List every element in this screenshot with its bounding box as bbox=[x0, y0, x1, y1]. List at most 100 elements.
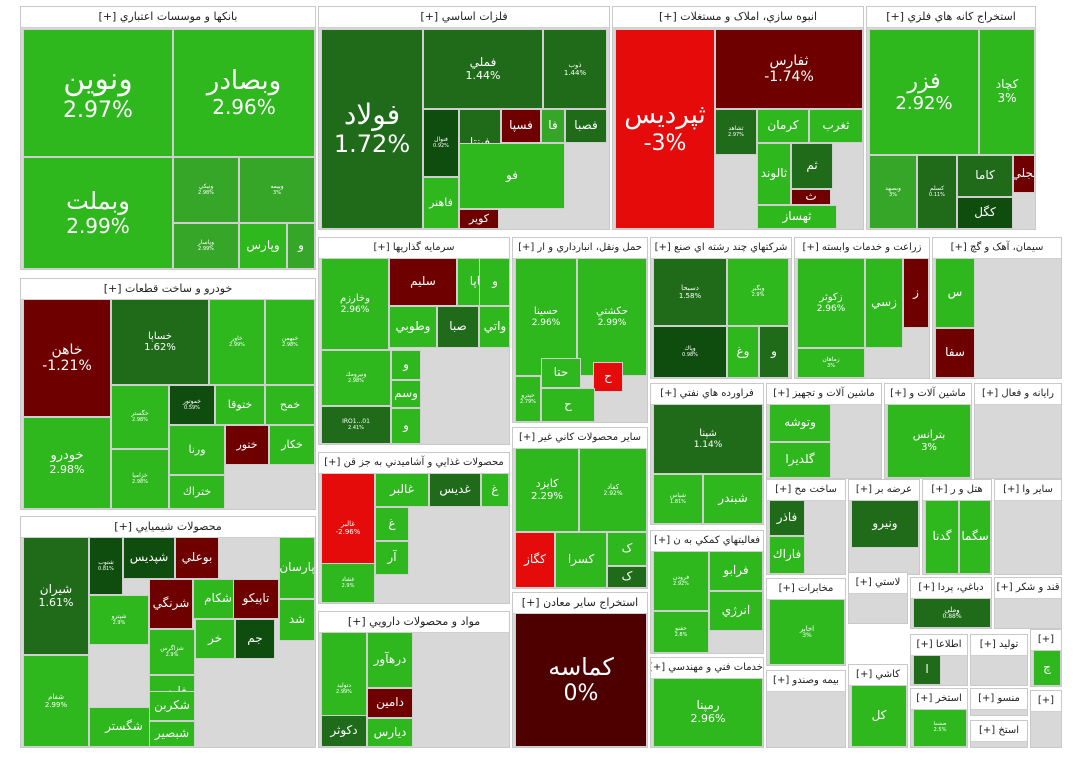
treemap-tile[interactable]: و bbox=[391, 408, 421, 444]
treemap-tile[interactable]: ثهساز bbox=[757, 205, 837, 229]
treemap-tile[interactable]: ثفارس -1.74% bbox=[715, 29, 863, 109]
sector-title[interactable]: بيمه وصندو [+] bbox=[767, 671, 845, 692]
sector-6[interactable]: حمل ونقل، انبارداري و ار [+] حسينا 2.96% حک… bbox=[512, 237, 648, 423]
treemap-tile[interactable]: دسبحا 1.58% bbox=[653, 258, 727, 326]
treemap-tile[interactable]: غالبر bbox=[375, 473, 429, 507]
treemap-tile[interactable]: فاراك bbox=[769, 536, 805, 574]
treemap-tile[interactable]: کرمان bbox=[757, 109, 809, 143]
sector-title[interactable]: استخ [+] bbox=[971, 721, 1027, 742]
sector-14[interactable]: ساير محصولات کاني غير [+] کايزد 2.29% کفاد 2… bbox=[512, 427, 648, 589]
treemap-tile[interactable]: شپاس 1.81% bbox=[653, 474, 703, 524]
sector-title[interactable]: فراورده هاي نفتي [+] bbox=[651, 384, 763, 405]
sector-4[interactable]: خودرو و ساخت قطعات [+] خاهن -1.21% خودرو 2.9… bbox=[20, 278, 316, 510]
sector-title[interactable]: لاستي [+] bbox=[849, 573, 907, 594]
sector-title[interactable]: استخراج ساير معادن [+] bbox=[513, 593, 647, 614]
sector-title[interactable]: ماشين آلات و تجهيز [+] bbox=[767, 384, 881, 405]
sector-title[interactable]: مواد و محصولات دارويي [+] bbox=[319, 612, 509, 633]
treemap-tile[interactable]: ونيرومك 2.98% bbox=[321, 350, 391, 406]
sector-title[interactable]: ساخت مح [+] bbox=[767, 480, 845, 501]
treemap-tile[interactable]: ونوين 2.97% bbox=[23, 29, 173, 157]
treemap-tile[interactable]: اخابر 3% bbox=[769, 599, 845, 665]
treemap-tile[interactable]: خموتور 0.59% bbox=[169, 385, 215, 425]
treemap-tile[interactable]: ثالوند bbox=[757, 143, 791, 205]
treemap-tile[interactable]: جم bbox=[235, 619, 275, 659]
treemap-tile[interactable]: غديس bbox=[429, 473, 481, 507]
sector-title[interactable]: زراعت و خدمات وابسته [+] bbox=[795, 238, 929, 259]
treemap-tile[interactable]: شپترو 2.9% bbox=[89, 595, 149, 645]
sector-title[interactable]: [+] bbox=[1031, 691, 1061, 712]
treemap-tile[interactable]: ثم bbox=[791, 143, 833, 189]
treemap-tile[interactable]: IRO1...01 2.41% bbox=[321, 406, 391, 444]
treemap-tile[interactable]: و bbox=[479, 258, 509, 306]
treemap-tile[interactable]: س bbox=[935, 258, 975, 328]
treemap-tile[interactable]: ثشاهد 2.97% bbox=[715, 109, 757, 155]
sector-title[interactable]: مخابرات [+] bbox=[767, 579, 845, 600]
sector-title[interactable]: محصولات غذايي و آشاميدني به جز قن [+] bbox=[319, 453, 509, 474]
sector-15[interactable]: ساخت مح [+] فاذر فاراك bbox=[766, 479, 846, 575]
sector-title[interactable]: [+] bbox=[1031, 630, 1061, 651]
sector-title[interactable]: قند و شکر [+] bbox=[995, 578, 1061, 599]
sector-title[interactable]: توليد [+] bbox=[971, 635, 1027, 656]
sector-11[interactable]: ماشين آلات و تجهيز [+] وتوشه گلديرا bbox=[766, 383, 882, 479]
treemap-tile[interactable]: ختور bbox=[225, 425, 269, 465]
treemap-tile[interactable]: ح bbox=[593, 362, 623, 392]
sector-title[interactable]: فعاليتهاي کمکي به ن [+] bbox=[651, 531, 763, 552]
treemap-tile[interactable]: واتي bbox=[479, 306, 509, 348]
treemap-tile[interactable]: کگاز bbox=[515, 532, 555, 588]
sector-12[interactable]: ماشين آلات و [+] بترانس 3% bbox=[884, 383, 972, 479]
treemap-tile[interactable]: فملي 1.44% bbox=[423, 29, 543, 109]
sector-title[interactable]: شرکتهاي چند رشته اي صنع [+] bbox=[651, 238, 791, 259]
sector-10[interactable]: فراورده هاي نفتي [+] شپنا 1.14% شبندر شپاس 1.… bbox=[650, 383, 764, 525]
treemap-tile[interactable]: ختوقا bbox=[215, 385, 265, 425]
treemap-tile[interactable]: کسلم 0.11% bbox=[917, 155, 957, 229]
treemap-tile[interactable]: ا bbox=[913, 655, 941, 685]
treemap-tile[interactable]: خودرو 2.98% bbox=[23, 417, 111, 509]
treemap-tile[interactable]: غشاد 2.9% bbox=[321, 563, 375, 603]
treemap-tile[interactable]: وبملت 2.99% bbox=[23, 157, 173, 269]
treemap-tile[interactable]: وطوبي bbox=[389, 306, 437, 348]
treemap-tile[interactable]: خگستر 2.98% bbox=[111, 385, 169, 449]
sector-37[interactable]: [+] bbox=[1030, 690, 1062, 748]
treemap-tile[interactable]: ورنا bbox=[169, 425, 225, 475]
treemap-tile[interactable]: وبگير 2.9% bbox=[727, 258, 789, 326]
treemap-tile[interactable]: آر bbox=[375, 541, 409, 575]
treemap-tile[interactable]: شگستر bbox=[89, 707, 159, 747]
treemap-tile[interactable]: وتوشه bbox=[769, 404, 831, 442]
sector-title[interactable]: محصولات شيميايي [+] bbox=[21, 517, 315, 538]
treemap-tile[interactable]: کفاد 2.92% bbox=[579, 448, 647, 532]
treemap-tile[interactable]: صبا bbox=[437, 306, 479, 348]
sector-title[interactable]: حمل ونقل، انبارداري و ار [+] bbox=[513, 238, 647, 259]
treemap-tile[interactable]: خكار bbox=[269, 425, 315, 465]
treemap-tile[interactable]: فزر 2.92% bbox=[869, 29, 979, 155]
sector-5[interactable]: سرمايه گذاريها [+]وخارزم2.96%سليموساپاوو… bbox=[318, 237, 510, 445]
treemap-tile[interactable]: شپنا 1.14% bbox=[653, 404, 763, 474]
treemap-tile[interactable]: شيران 1.61% bbox=[23, 537, 89, 655]
treemap-tile[interactable]: دکوثر bbox=[321, 715, 367, 747]
sector-title[interactable]: کاشي [+] bbox=[849, 665, 907, 686]
treemap-tile[interactable]: حکشتي 2.99% bbox=[577, 258, 647, 376]
treemap-tile[interactable]: شكربن bbox=[149, 691, 195, 721]
treemap-tile[interactable]: ث bbox=[791, 189, 831, 205]
sector-title[interactable]: ساير وا [+] bbox=[995, 480, 1061, 501]
sector-13[interactable]: رايانه و فعال [+] bbox=[974, 383, 1062, 479]
treemap-tile[interactable]: سگما bbox=[959, 500, 991, 574]
treemap-tile[interactable]: شتوب 0.81% bbox=[89, 537, 123, 595]
treemap-tile[interactable]: ونيكي 2.98% bbox=[173, 157, 239, 223]
treemap-tile[interactable]: حپترو 2.79% bbox=[515, 376, 541, 422]
treemap-tile[interactable]: شپديس bbox=[123, 537, 175, 579]
treemap-tile[interactable]: ک bbox=[607, 532, 647, 566]
sector-32[interactable]: توليد [+] bbox=[970, 634, 1028, 686]
treemap-tile[interactable]: شرنگي bbox=[149, 579, 193, 629]
treemap-tile[interactable]: خساپا 1.62% bbox=[111, 299, 209, 385]
treemap-tile[interactable]: سليم bbox=[389, 258, 457, 306]
sector-16[interactable]: عرضه بر [+] ونيرو bbox=[848, 479, 920, 575]
treemap-tile[interactable]: وپاسار 2.99% bbox=[173, 223, 239, 269]
treemap-tile[interactable]: زسي bbox=[865, 258, 903, 348]
treemap-tile[interactable]: رمپنا 2.96% bbox=[653, 678, 763, 747]
treemap-tile[interactable]: خاهن -1.21% bbox=[23, 299, 111, 417]
treemap-tile[interactable]: کگل bbox=[957, 197, 1013, 229]
sector-title[interactable]: انبوه سازي، املاک و مستغلات [+] bbox=[613, 7, 863, 28]
treemap-tile[interactable]: وبيمه 3% bbox=[239, 157, 315, 223]
treemap-tile[interactable]: کماسه 0% bbox=[515, 613, 647, 747]
treemap-tile[interactable]: زکوثر 2.96% bbox=[797, 258, 865, 348]
